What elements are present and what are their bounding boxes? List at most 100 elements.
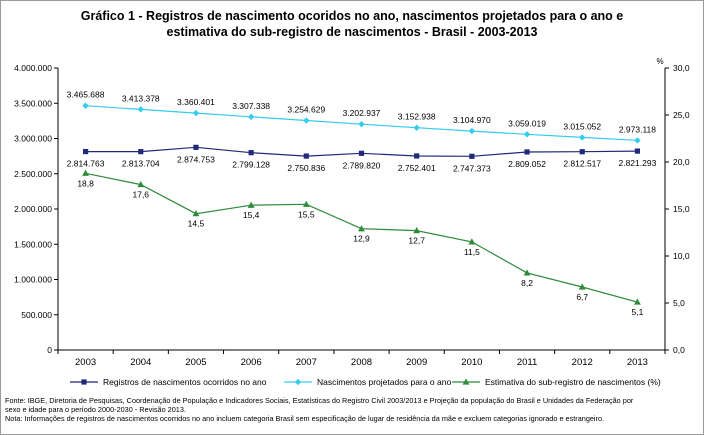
x-tick-label: 2005: [185, 357, 206, 368]
chart-series: 2.814.763 2.813.704 2.874.753 2.799.128 2.75…: [67, 90, 657, 317]
y-right-tick-label: 0,0: [673, 345, 685, 355]
data-label: 2.821.293: [618, 158, 656, 168]
data-label: 3.360.401: [177, 97, 215, 107]
y-right-tick-label: 25,0: [673, 110, 690, 120]
data-label: 12,9: [353, 234, 370, 244]
chart-title-line-1: Gráfico 1 - Registros de nascimento ocor…: [80, 9, 624, 23]
legend-marker-triangle: [462, 378, 470, 385]
data-label: 2.747.373: [453, 163, 491, 173]
data-point-diamond: [137, 106, 144, 113]
data-label: 3.015.052: [563, 121, 601, 131]
data-label: 2.789.820: [343, 160, 381, 170]
data-point-square: [193, 144, 199, 150]
data-point-diamond: [82, 102, 89, 109]
y-right-tick-label: 20,0: [673, 157, 690, 167]
y-left-tick-label: 1.500.000: [14, 239, 52, 249]
data-label: 3.104.970: [453, 115, 491, 125]
data-point-diamond: [247, 113, 255, 121]
data-label: 6,7: [576, 292, 588, 302]
data-label: 3.254.629: [287, 105, 325, 115]
chart-title: Gráfico 1 - Registros de nascimento ocor…: [0, 8, 704, 40]
data-point-square: [634, 148, 641, 154]
series-1: 2.814.763 2.813.704 2.874.753 2.799.128 2.75…: [67, 144, 657, 173]
data-label: 8,2: [521, 278, 533, 288]
data-point-diamond: [634, 137, 641, 144]
data-label: 2.752.401: [398, 163, 436, 173]
x-tick-label: 2008: [351, 357, 372, 368]
series-3: 18,8 17,6 14,5 15,4 15,5 12,9 12,7 11,5 8,2 6,7 5,…: [77, 169, 644, 317]
data-label: 5,1: [631, 307, 643, 317]
data-label: 15,5: [298, 209, 315, 219]
source-note-line-3: Nota: Informações de registros de nascim…: [5, 414, 605, 423]
y-left-tick-label: 2.000.000: [14, 204, 52, 214]
data-point-triangle: [247, 201, 255, 208]
y-left-tick-label: 4.000.000: [14, 63, 52, 73]
data-point-diamond: [468, 127, 476, 135]
data-point-diamond: [579, 134, 586, 141]
y-left-tick-label: 1.000.000: [14, 275, 52, 285]
data-point-triangle: [634, 298, 641, 305]
data-point-triangle: [578, 283, 586, 290]
data-point-triangle: [468, 238, 476, 245]
x-tick-label: 2004: [130, 357, 151, 368]
data-label: 2.874.753: [177, 154, 215, 164]
x-tick-label: 2003: [75, 357, 96, 368]
legend-marker-diamond: [294, 378, 302, 386]
data-point-diamond: [523, 131, 531, 138]
data-point-triangle: [302, 200, 310, 207]
data-point-square: [138, 149, 144, 155]
series-2: 3.465.688 3.413.378 3.360.401 3.307.338 3.25…: [67, 90, 656, 144]
y-left-tick-label: 3.000.000: [14, 134, 52, 144]
y-right-tick-label: 15,0: [673, 204, 690, 214]
data-point-diamond: [303, 117, 310, 124]
y-left-tick-label: 500.000: [21, 310, 52, 320]
legend-label: Registros de nascimentos ocorridos no an…: [103, 377, 267, 387]
y-left-tick-label: 3.500.000: [14, 98, 52, 108]
data-point-square: [414, 153, 420, 159]
data-label: 2.809.052: [508, 159, 546, 169]
y-right-tick-label: 10,0: [673, 251, 690, 261]
data-point-triangle: [358, 225, 365, 232]
y-left-tick-label: 0: [47, 345, 52, 355]
data-point-diamond: [413, 124, 420, 131]
chart-axes: 0 500.000 1.000.000 1.500.000 2.000.000 2.500…: [14, 57, 690, 368]
data-label: 18,8: [77, 178, 94, 188]
legend-label: Nascimentos projetados para o ano: [317, 377, 451, 387]
chart-legend: Registros de nascimentos ocorridos no an…: [70, 377, 661, 387]
data-point-triangle: [82, 169, 89, 176]
data-label: 2.814.763: [67, 159, 105, 169]
y-right-unit-label: %: [656, 57, 663, 66]
data-label: 15,4: [243, 210, 260, 220]
x-tick-label: 2013: [627, 357, 648, 368]
data-label: 3.413.378: [122, 93, 160, 103]
data-point-triangle: [137, 180, 145, 188]
y-left-tick-label: 2.500.000: [14, 169, 52, 179]
data-point-square: [248, 150, 254, 156]
data-label: 2.813.704: [122, 159, 160, 169]
data-label: 14,5: [188, 219, 205, 229]
data-label: 17,6: [132, 190, 149, 200]
data-label: 3.202.937: [343, 108, 381, 118]
data-label: 2.973.118: [619, 124, 656, 134]
x-tick-label: 2010: [461, 357, 482, 368]
data-label: 2.812.517: [563, 159, 601, 169]
data-point-square: [579, 149, 585, 155]
chart-notes: Fonte: IBGE, Diretoria de Pesquisas, Coo…: [5, 396, 700, 423]
x-tick-label: 2007: [296, 357, 317, 368]
data-label: 3.307.338: [232, 101, 270, 111]
x-tick-label: 2009: [406, 357, 427, 368]
data-label: 12,7: [408, 236, 425, 246]
data-point-diamond: [192, 109, 200, 117]
data-label: 2.799.128: [232, 160, 270, 170]
y-right-tick-label: 5,0: [673, 298, 685, 308]
data-point-square: [524, 149, 530, 155]
data-label: 3.059.019: [508, 118, 546, 128]
x-tick-label: 2012: [572, 357, 593, 368]
data-point-triangle: [523, 269, 531, 276]
x-tick-label: 2006: [241, 357, 262, 368]
data-point-square: [469, 153, 475, 159]
data-label: 3.152.938: [398, 112, 436, 122]
source-note-line-2: sexo e idade para o período 2000-2030 - …: [5, 405, 186, 414]
